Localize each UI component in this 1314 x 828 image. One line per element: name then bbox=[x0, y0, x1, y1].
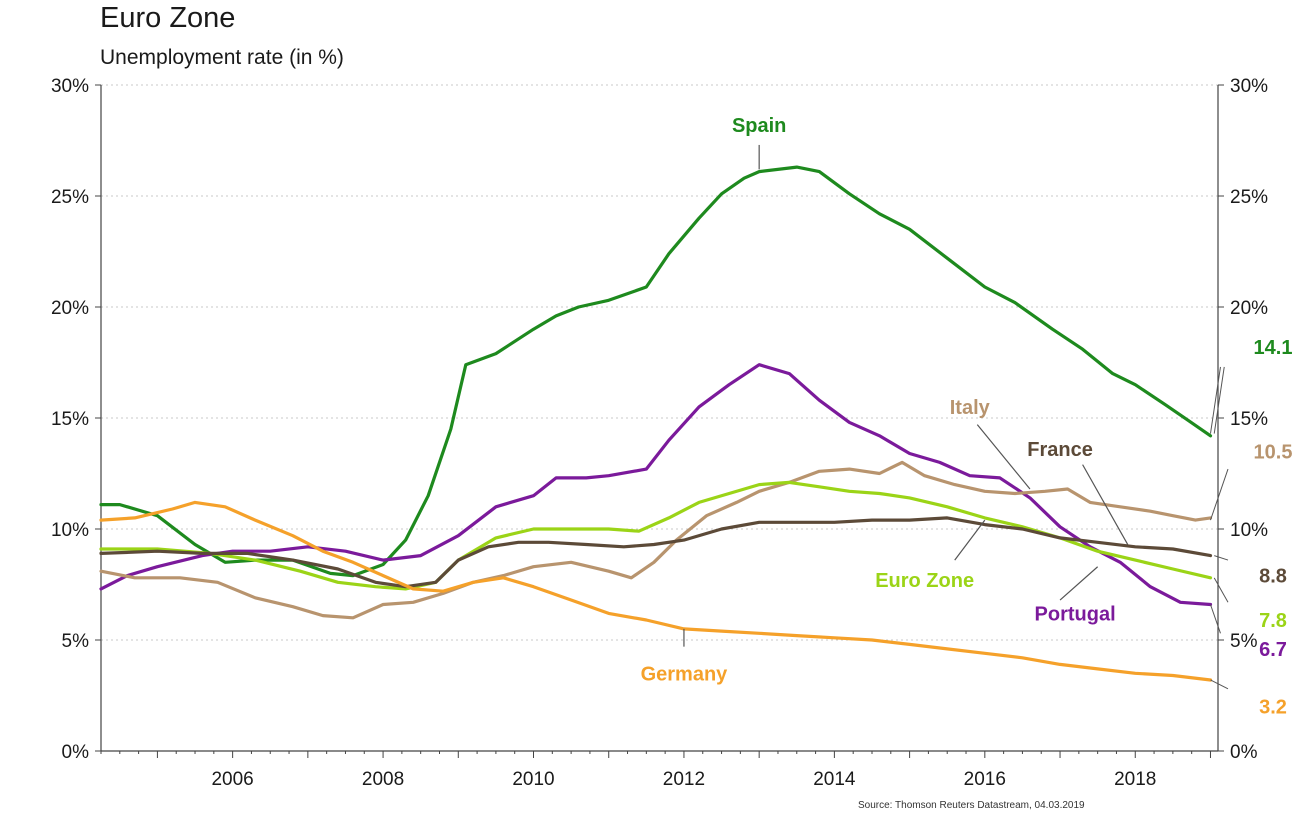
y-tick-label-right: 25% bbox=[1230, 187, 1268, 208]
leader-line-euro-zone bbox=[954, 519, 986, 561]
annotations: Spain Italy France Euro Zone Portugal Germany… bbox=[641, 115, 1293, 719]
y-tick-label-right: 0% bbox=[1230, 742, 1258, 763]
y-tick-label-left: 20% bbox=[51, 298, 89, 319]
series-line-spain bbox=[99, 165, 1213, 578]
series-line-france bbox=[99, 516, 1213, 589]
x-tick-label: 2014 bbox=[813, 769, 856, 790]
leader-line-france bbox=[1082, 464, 1129, 545]
series-label-germany: Germany bbox=[641, 663, 729, 685]
end-value-label: 14.1 bbox=[1254, 337, 1293, 359]
series-label-france: France bbox=[1027, 439, 1093, 461]
y-tick-label-right: 15% bbox=[1230, 409, 1268, 430]
end-connector bbox=[1210, 679, 1229, 690]
y-tick-label-left: 15% bbox=[51, 409, 89, 430]
series-label-spain: Spain bbox=[732, 115, 786, 137]
x-tick-label: 2016 bbox=[964, 769, 1006, 790]
x-tick-label: 2010 bbox=[512, 769, 554, 790]
x-tick-label: 2008 bbox=[362, 769, 404, 790]
y-tick-label-right: 20% bbox=[1230, 298, 1268, 319]
x-tick-label: 2018 bbox=[1114, 769, 1156, 790]
series-label-euro-zone: Euro Zone bbox=[875, 570, 974, 592]
end-connector bbox=[1210, 468, 1229, 521]
axes: 0% 0% 5% 5% 10% 10% 15% 15% 20% 20% 25% 25% 30% 30% 20… bbox=[51, 76, 1268, 790]
series-line-italy bbox=[99, 460, 1213, 620]
y-tick-label-left: 25% bbox=[51, 187, 89, 208]
chart-subtitle: Unemployment rate (in %) bbox=[100, 46, 344, 69]
leader-line-italy bbox=[976, 424, 1031, 490]
y-tick-label-right: 10% bbox=[1230, 520, 1268, 541]
series-lines bbox=[99, 165, 1213, 682]
x-tick-label: 2012 bbox=[663, 769, 705, 790]
end-connector bbox=[1214, 555, 1229, 561]
end-value-label: 7.8 bbox=[1259, 610, 1287, 632]
y-tick-label-right: 5% bbox=[1230, 631, 1258, 652]
end-connector bbox=[1209, 366, 1221, 434]
y-tick-label-left: 0% bbox=[62, 742, 90, 763]
series-label-italy: Italy bbox=[950, 397, 991, 419]
leader-line-portugal bbox=[1059, 566, 1099, 601]
series-line-euro-zone bbox=[99, 480, 1213, 591]
y-tick-label-right: 30% bbox=[1230, 76, 1268, 97]
end-connector bbox=[1213, 366, 1225, 434]
y-tick-label-left: 10% bbox=[51, 520, 89, 541]
end-value-label: 10.5 bbox=[1254, 441, 1293, 463]
chart-title: Euro Zone bbox=[100, 2, 236, 34]
series-line-germany bbox=[99, 500, 1213, 682]
series-line-portugal bbox=[99, 363, 1213, 607]
end-value-label: 8.8 bbox=[1259, 566, 1287, 588]
x-tick-label: 2006 bbox=[211, 769, 253, 790]
end-value-label: 6.7 bbox=[1259, 639, 1287, 661]
series-label-portugal: Portugal bbox=[1035, 603, 1116, 625]
end-connector bbox=[1213, 577, 1229, 603]
y-tick-label-left: 30% bbox=[51, 76, 89, 97]
source-note: Source: Thomson Reuters Datastream, 04.0… bbox=[858, 800, 1085, 811]
end-value-label: 3.2 bbox=[1259, 697, 1287, 719]
y-tick-label-left: 5% bbox=[62, 631, 90, 652]
end-connector bbox=[1210, 604, 1221, 634]
